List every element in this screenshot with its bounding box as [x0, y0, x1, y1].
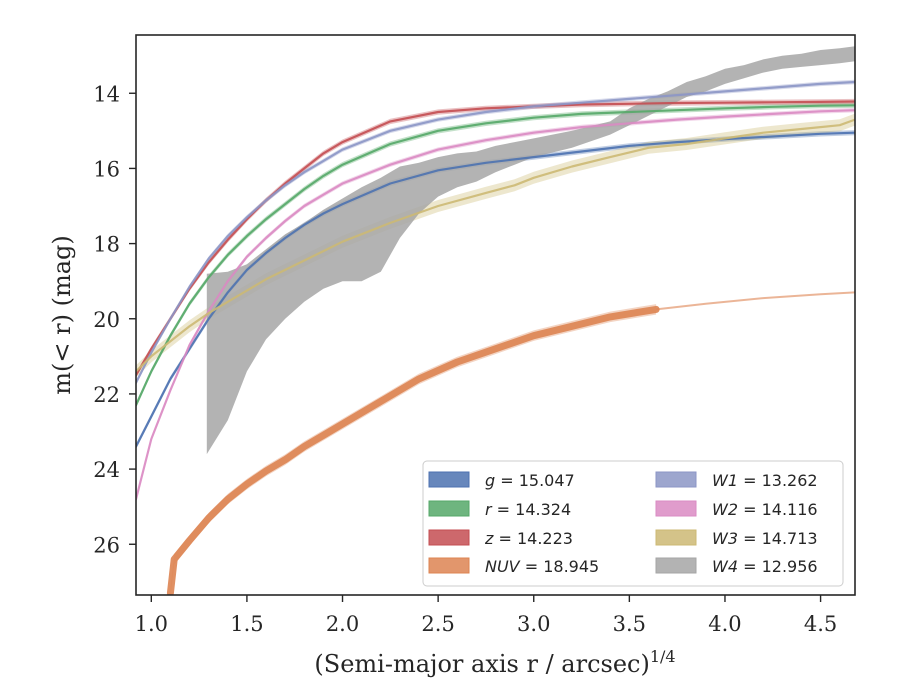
legend-swatch-nuv	[428, 557, 470, 574]
y-tick-label: 22	[93, 383, 120, 407]
legend-value: 14.116	[762, 500, 818, 519]
y-tick-label: 24	[93, 458, 120, 482]
legend-swatch-w1	[655, 471, 697, 488]
x-axis-label: (Semi-major axis r / arcsec)1/4	[314, 647, 675, 678]
x-tick-label: 1.5	[230, 612, 263, 636]
series-line-w1	[136, 80, 855, 384]
legend-label-r: r = 14.324	[485, 500, 571, 519]
x-tick-label: 2.5	[421, 612, 454, 636]
legend-swatch-r	[428, 500, 470, 517]
x-tick-label: 3.5	[613, 612, 646, 636]
legend-band-name: g	[485, 471, 495, 490]
legend-swatch-g	[428, 471, 470, 488]
legend-label-w4: W4 = 12.956	[712, 557, 818, 576]
legend-frame	[422, 460, 844, 587]
x-tick-label: 3.0	[517, 612, 550, 636]
legend-label-w2: W2 = 14.116	[712, 500, 818, 519]
x-axis-ticks: 1.0 1.5 2.0 2.5 3.0 3.5 4.0 4.5	[135, 595, 837, 636]
series-bands	[136, 46, 855, 595]
x-tick-label: 4.5	[804, 612, 837, 636]
y-tick-label: 14	[93, 82, 120, 106]
legend-value: 12.956	[762, 557, 818, 576]
y-axis-label: m(< r) (mag)	[48, 235, 76, 394]
legend-band-name: W4	[712, 557, 738, 576]
legend-value: 13.262	[762, 471, 818, 490]
legend-band-name: W3	[712, 529, 738, 548]
series-line-nuv	[166, 305, 660, 595]
legend-value: 18.945	[543, 557, 599, 576]
series-line-w2	[136, 109, 855, 501]
legend-band-name: z	[484, 529, 494, 548]
legend-swatch-z	[428, 529, 470, 546]
legend-band-name: NUV	[485, 557, 521, 576]
y-tick-label: 16	[93, 157, 120, 181]
series-line-r	[136, 104, 855, 407]
plot-frame	[135, 34, 856, 596]
x-tick-label: 1.0	[135, 612, 168, 636]
legend-label-w3: W3 = 14.713	[712, 529, 818, 548]
legend: g = 15.047 r = 14.324 z = 14.223 NUV = 18.9…	[422, 460, 844, 587]
series-extrapolation-nuv	[655, 291, 855, 311]
series-band-w4	[206, 46, 855, 455]
legend-label-z: z = 14.223	[484, 529, 573, 548]
legend-value: 14.223	[517, 529, 573, 548]
legend-value: 15.047	[519, 471, 575, 490]
y-axis-ticks: 14 16 18 20 22 24 26	[93, 82, 136, 557]
legend-swatch-w4	[655, 557, 697, 574]
series-band-r	[136, 102, 855, 408]
y-tick-label: 26	[93, 533, 120, 557]
series-line-g	[136, 131, 855, 448]
legend-value: 14.324	[515, 500, 571, 519]
legend-value: 14.713	[762, 529, 818, 548]
legend-swatch-w3	[655, 529, 697, 546]
series-line-z	[136, 100, 855, 377]
legend-label-g: g = 15.047	[485, 471, 575, 490]
y-tick-label: 20	[93, 308, 120, 332]
legend-label-w1: W1 = 13.262	[712, 471, 818, 490]
legend-label-nuv: NUV = 18.945	[485, 557, 599, 576]
series-line-w3	[136, 118, 855, 373]
x-tick-label: 2.0	[326, 612, 359, 636]
y-tick-label: 18	[93, 233, 120, 257]
legend-band-name: r	[485, 500, 493, 519]
x-axis-label-exponent: 1/4	[650, 647, 676, 666]
x-tick-label: 4.0	[708, 612, 741, 636]
legend-swatch-w2	[655, 500, 697, 517]
legend-band-name: W1	[712, 471, 738, 490]
series-lines	[136, 80, 855, 595]
legend-band-name: W2	[712, 500, 738, 519]
